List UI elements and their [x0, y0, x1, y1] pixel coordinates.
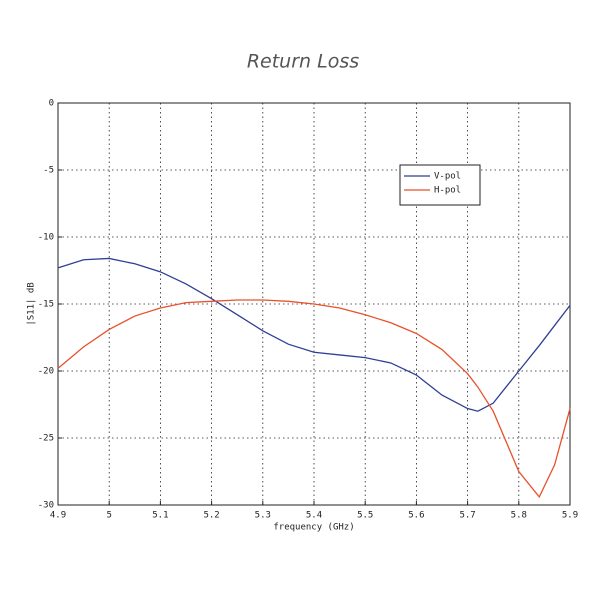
x-tick-label: 5.6	[408, 511, 424, 521]
x-tick-label: 5.7	[459, 511, 475, 521]
x-tick-label: 5.2	[203, 511, 219, 521]
x-tick-label: 4.9	[50, 511, 66, 521]
plot-frame	[57, 102, 571, 506]
data-line	[57, 257, 571, 412]
y-tick-label: -25	[38, 434, 54, 444]
legend-label: H-pol	[434, 186, 461, 196]
y-tick-label: -15	[38, 300, 54, 310]
x-axis-label: frequency (GHz)	[273, 523, 354, 533]
x-tick-label: 5.1	[152, 511, 168, 521]
y-tick-label: 0	[49, 99, 54, 109]
x-tick-label: 5	[106, 511, 111, 521]
x-tick-label: 5.9	[562, 511, 578, 521]
y-tick-label: -10	[38, 233, 54, 243]
chart-title: Return Loss	[247, 51, 359, 73]
y-tick-label: -30	[38, 501, 54, 511]
data-line	[57, 299, 571, 499]
x-tick-label: 5.8	[511, 511, 527, 521]
x-tick-label: 5.5	[357, 511, 373, 521]
legend: V-pol H-pol	[399, 164, 481, 206]
legend-box	[399, 164, 481, 206]
y-axis-label: |S11| dB	[27, 282, 37, 325]
x-tick-label: 5.4	[306, 511, 322, 521]
legend-label: V-pol	[434, 172, 461, 182]
x-tick-label: 5.3	[255, 511, 271, 521]
y-tick-label: -20	[38, 367, 54, 377]
y-tick-label: -5	[43, 166, 54, 176]
